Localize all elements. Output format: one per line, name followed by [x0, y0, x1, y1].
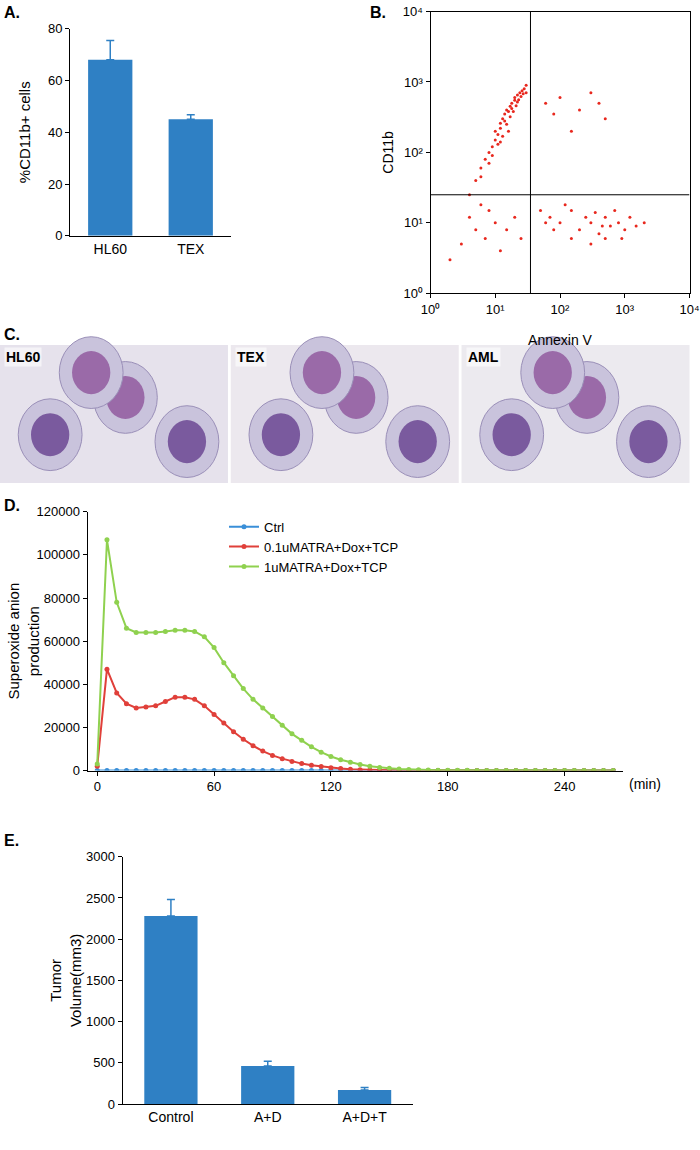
svg-text:2000: 2000 [86, 932, 115, 947]
svg-text:D.: D. [4, 497, 20, 514]
svg-text:10³: 10³ [615, 302, 634, 317]
svg-text:0: 0 [94, 779, 101, 794]
svg-text:180: 180 [437, 779, 459, 794]
svg-text:A+D+T: A+D+T [342, 1109, 387, 1125]
svg-text:240: 240 [554, 779, 576, 794]
svg-text:0.1uMATRA+Dox+TCP: 0.1uMATRA+Dox+TCP [264, 540, 398, 555]
svg-text:60: 60 [207, 779, 221, 794]
svg-text:10⁰: 10⁰ [421, 302, 440, 317]
svg-text:1500: 1500 [86, 973, 115, 988]
svg-text:500: 500 [93, 1055, 115, 1070]
svg-text:TumorVolume(mm3): TumorVolume(mm3) [47, 934, 84, 1027]
svg-text:10¹: 10¹ [486, 302, 505, 317]
svg-text:1000: 1000 [86, 1014, 115, 1029]
svg-text:40000: 40000 [44, 677, 80, 692]
svg-text:60: 60 [48, 73, 62, 88]
svg-text:10⁴: 10⁴ [679, 302, 699, 317]
svg-text:0: 0 [55, 228, 62, 243]
svg-text:A+D: A+D [254, 1109, 282, 1125]
svg-text:10²: 10² [551, 302, 570, 317]
svg-text:60000: 60000 [44, 634, 80, 649]
svg-text:Superoxide anionproduction: Superoxide anionproduction [5, 583, 42, 700]
svg-text:CD11b: CD11b [380, 131, 396, 174]
svg-text:120000: 120000 [37, 504, 80, 519]
svg-text:3000: 3000 [86, 849, 115, 864]
svg-text:0: 0 [73, 763, 80, 778]
svg-text:100000: 100000 [37, 547, 80, 562]
svg-text:10⁰: 10⁰ [403, 286, 422, 301]
svg-text:TEX: TEX [237, 349, 265, 365]
svg-text:20: 20 [48, 177, 62, 192]
svg-text:C.: C. [4, 326, 20, 343]
svg-text:80000: 80000 [44, 591, 80, 606]
svg-text:Annexin V: Annexin V [528, 332, 592, 348]
svg-text:10¹: 10¹ [404, 215, 423, 230]
svg-text:E.: E. [4, 832, 19, 849]
svg-text:Ctrl: Ctrl [264, 520, 284, 535]
svg-text:Control: Control [148, 1109, 193, 1125]
svg-text:HL60: HL60 [94, 241, 128, 257]
svg-text:A.: A. [4, 4, 20, 21]
svg-text:0: 0 [108, 1097, 115, 1112]
svg-text:120: 120 [320, 779, 342, 794]
svg-text:10⁴: 10⁴ [403, 4, 423, 19]
svg-text:AML: AML [468, 349, 499, 365]
svg-text:80: 80 [48, 21, 62, 36]
svg-text:10²: 10² [404, 145, 423, 160]
svg-text:%CD11b+ cells: %CD11b+ cells [16, 81, 33, 183]
svg-text:HL60: HL60 [6, 349, 40, 365]
svg-text:TEX: TEX [177, 241, 205, 257]
svg-text:(min): (min) [629, 776, 661, 792]
svg-text:10³: 10³ [404, 74, 423, 89]
svg-text:1uMATRA+Dox+TCP: 1uMATRA+Dox+TCP [264, 560, 387, 575]
svg-text:20000: 20000 [44, 720, 80, 735]
svg-text:2500: 2500 [86, 891, 115, 906]
svg-text:40: 40 [48, 125, 62, 140]
svg-text:B.: B. [370, 4, 386, 21]
